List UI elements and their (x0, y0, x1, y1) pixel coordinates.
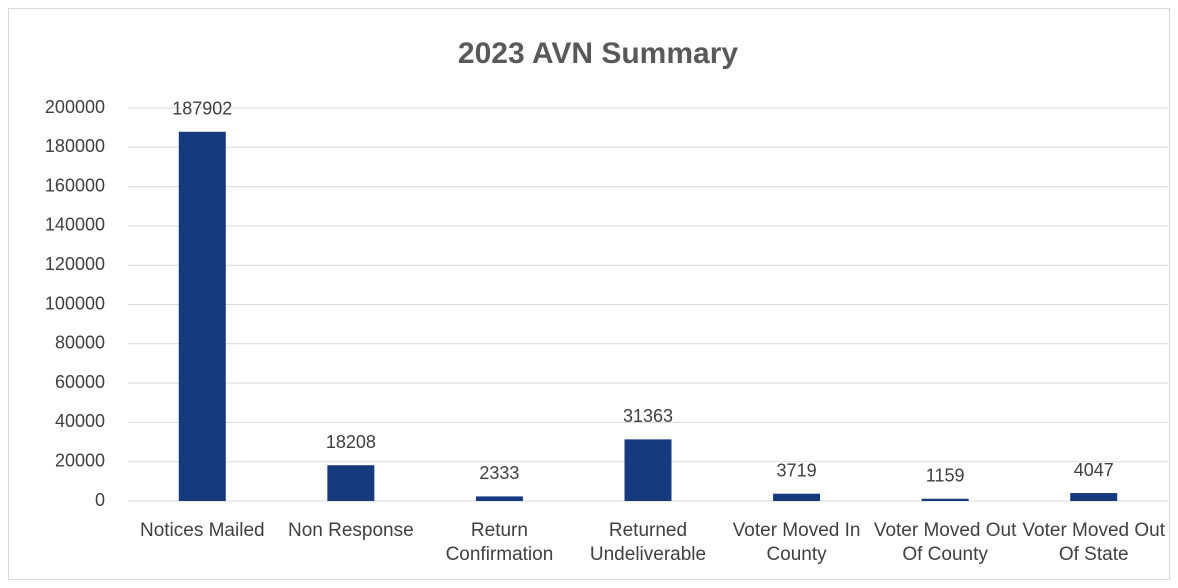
y-tick-label: 160000 (45, 175, 105, 195)
bar (624, 439, 672, 501)
y-tick-label: 0 (95, 490, 105, 510)
y-tick-label: 80000 (55, 333, 105, 353)
y-tick-label: 140000 (45, 215, 105, 235)
data-label: 4047 (1074, 460, 1114, 480)
bar (1070, 493, 1118, 501)
data-label: 2333 (479, 463, 519, 483)
x-tick-label: Return Confirmation (445, 520, 554, 565)
x-tick-label: Voter Moved Out Of State (1022, 520, 1165, 565)
chart-title: 2023 AVN Summary (458, 37, 738, 70)
bar (178, 131, 226, 501)
bar (773, 493, 821, 501)
x-tick-label: Voter Moved Out Of County (873, 520, 1017, 565)
y-tick-label: 180000 (45, 136, 105, 156)
x-tick-label: Non Response (287, 520, 414, 541)
y-tick-label: 20000 (55, 450, 105, 470)
bar (475, 496, 523, 501)
y-tick-label: 100000 (45, 293, 105, 313)
y-tick-label: 200000 (45, 97, 105, 117)
y-tick-label: 120000 (45, 254, 105, 274)
x-tick-label: Voter Moved In County (732, 520, 861, 565)
data-label: 3719 (777, 460, 817, 480)
data-label: 1159 (926, 465, 965, 485)
y-tick-label: 40000 (55, 411, 105, 431)
y-tick-label: 60000 (55, 372, 105, 392)
bar (327, 465, 375, 501)
x-tick-label: Notices Mailed (139, 520, 265, 541)
data-label: 18208 (326, 432, 376, 452)
x-tick-label: Returned Undeliverable (589, 520, 707, 565)
data-label: 187902 (172, 99, 232, 119)
bar (921, 498, 969, 501)
data-label: 31363 (623, 406, 673, 426)
